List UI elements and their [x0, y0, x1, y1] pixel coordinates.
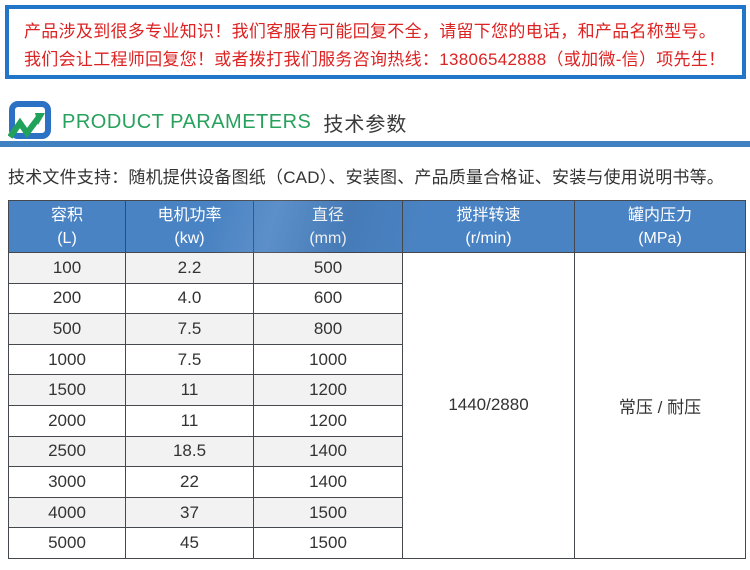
power-cell: 11 — [125, 404, 254, 437]
header-mixing-speed-name: 搅拌转速 — [456, 206, 521, 224]
header-capacity-unit: (L) — [57, 229, 77, 247]
table-row: 100 2.2 500 1440/2880 常压 / 耐压 — [8, 252, 746, 559]
header-tank-pressure-unit: (MPa) — [638, 229, 682, 247]
header-capacity: 容积 (L) — [8, 200, 126, 253]
power-cell: 7.5 — [125, 343, 254, 376]
table-row: 1500 11 1200 — [8, 374, 746, 406]
header-mixing-speed-unit: (r/min) — [465, 229, 512, 247]
table-row: 2500 18.5 1400 — [8, 435, 746, 468]
section-header: PRODUCT PARAMETERS 技术参数 — [7, 101, 408, 143]
table-row: 5000 45 1500 — [8, 527, 746, 559]
diameter-cell: 600 — [253, 282, 403, 315]
capacity-cell: 1500 — [8, 374, 126, 406]
table-header-row: 容积 (L) 电机功率 (kw) 直径 (mm) 搅拌转速 (r/min) 罐内… — [8, 200, 746, 253]
diameter-cell: 1500 — [253, 496, 403, 529]
diameter-cell: 1500 — [253, 527, 403, 559]
capacity-cell: 2500 — [8, 435, 126, 468]
section-divider-rule — [0, 141, 750, 147]
capacity-cell: 200 — [8, 282, 126, 315]
mixing-speed-merged-cell: 1440/2880 — [402, 252, 575, 559]
power-cell: 45 — [125, 527, 254, 559]
diameter-cell: 1400 — [253, 435, 403, 468]
header-tank-pressure: 罐内压力 (MPa) — [574, 200, 746, 253]
blue-square-green-zigzag-icon — [7, 101, 51, 139]
header-capacity-name: 容积 — [50, 206, 83, 224]
power-cell: 4.0 — [125, 282, 254, 315]
diameter-cell: 1000 — [253, 343, 403, 376]
tank-pressure-merged-cell: 常压 / 耐压 — [574, 252, 746, 559]
table-row: 200 4.0 600 — [8, 282, 746, 315]
table-row: 500 7.5 800 — [8, 313, 746, 345]
capacity-cell: 5000 — [8, 527, 126, 559]
table-row: 4000 37 1500 — [8, 496, 746, 529]
service-notice-banner: 产品涉及到很多专业知识！我们客服有可能回复不全，请留下您的电话，和产品名称型号。… — [5, 5, 746, 79]
capacity-cell: 2000 — [8, 404, 126, 437]
capacity-cell: 100 — [8, 252, 126, 284]
power-cell: 37 — [125, 496, 254, 529]
power-cell: 11 — [125, 374, 254, 406]
table-row: 3000 22 1400 — [8, 466, 746, 498]
table-row: 1000 7.5 1000 — [8, 343, 746, 376]
power-cell: 22 — [125, 466, 254, 498]
section-title-zh: 技术参数 — [323, 113, 408, 136]
header-tank-pressure-name: 罐内压力 — [627, 206, 692, 224]
header-motor-power: 电机功率 (kw) — [125, 200, 254, 253]
brand-logo-icon — [7, 101, 54, 143]
table-row: 2000 11 1200 — [8, 404, 746, 437]
capacity-cell: 4000 — [8, 496, 126, 529]
diameter-cell: 1200 — [253, 404, 403, 437]
service-notice-text: 产品涉及到很多专业知识！我们客服有可能回复不全，请留下您的电话，和产品名称型号。… — [24, 22, 726, 69]
capacity-cell: 3000 — [8, 466, 126, 498]
tech-docs-note: 技术文件支持：随机提供设备图纸（CAD）、安装图、产品质量合格证、安装与使用说明… — [8, 168, 724, 187]
power-cell: 18.5 — [125, 435, 254, 468]
header-diameter: 直径 (mm) — [253, 200, 403, 253]
power-cell: 2.2 — [125, 252, 254, 284]
capacity-cell: 500 — [8, 313, 126, 345]
header-diameter-name: 直径 — [311, 206, 344, 224]
header-motor-power-unit: (kw) — [174, 229, 205, 247]
section-title-en: PRODUCT PARAMETERS — [62, 110, 312, 133]
diameter-cell: 800 — [253, 313, 403, 345]
diameter-cell: 500 — [253, 252, 403, 284]
header-diameter-unit: (mm) — [309, 229, 347, 247]
power-cell: 7.5 — [125, 313, 254, 345]
diameter-cell: 1200 — [253, 374, 403, 406]
capacity-cell: 1000 — [8, 343, 126, 376]
header-mixing-speed: 搅拌转速 (r/min) — [402, 200, 575, 253]
header-motor-power-name: 电机功率 — [157, 206, 222, 224]
diameter-cell: 1400 — [253, 466, 403, 498]
spec-table: 容积 (L) 电机功率 (kw) 直径 (mm) 搅拌转速 (r/min) 罐内… — [8, 200, 746, 559]
